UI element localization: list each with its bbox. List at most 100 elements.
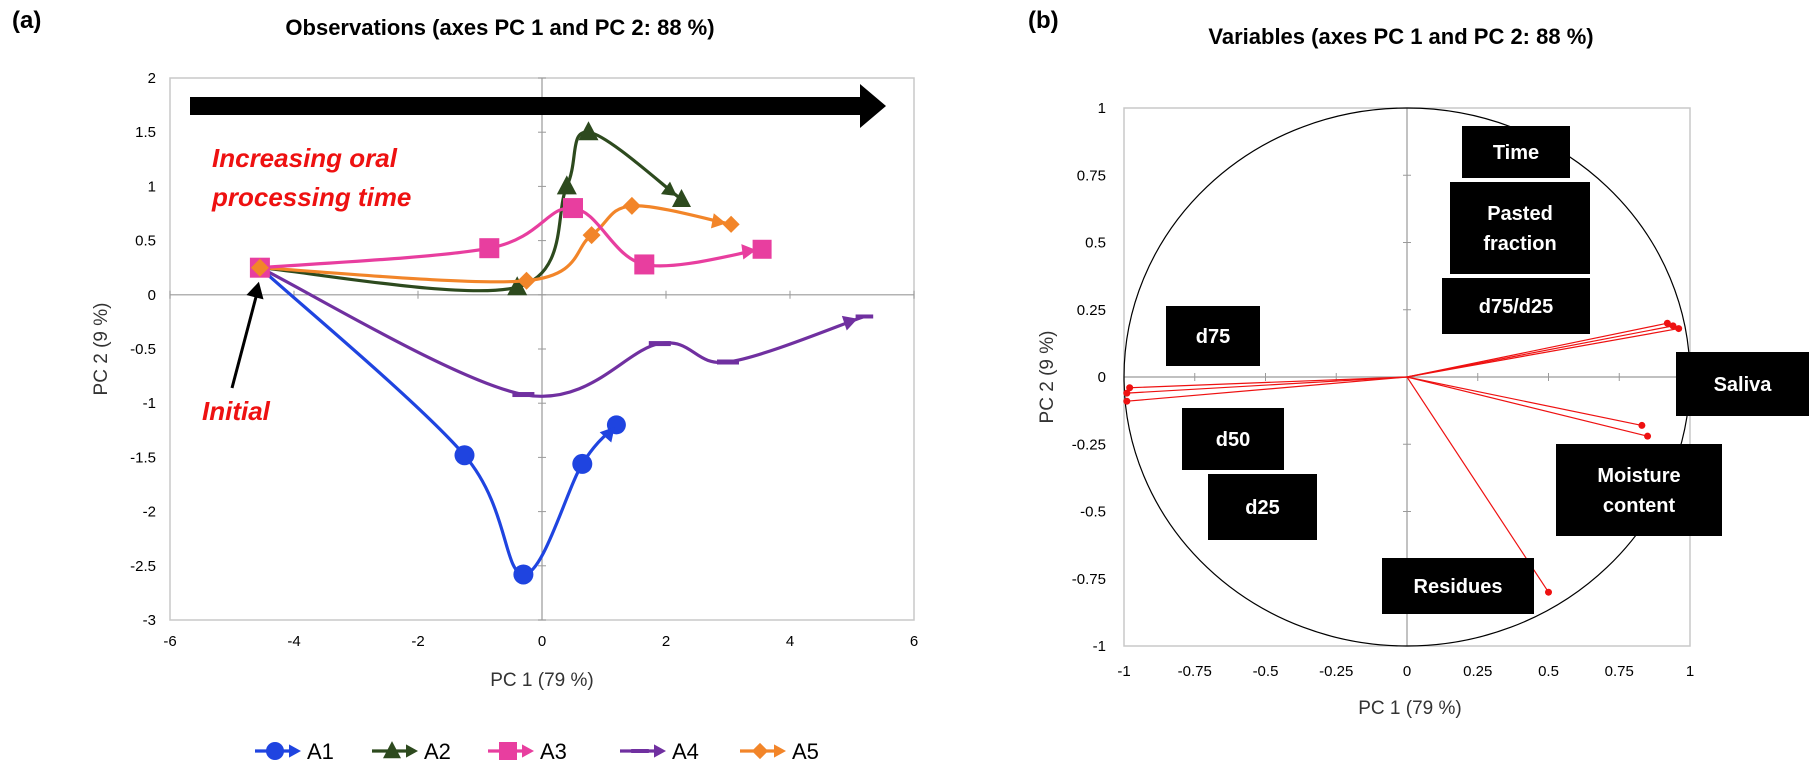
variable-label-box xyxy=(1182,408,1284,470)
panel-a-x-tick-label: -2 xyxy=(411,633,424,650)
variable-label-text: d75/d25 xyxy=(1479,296,1553,318)
legend-arrowhead xyxy=(654,744,666,758)
variable-label: Pasted fraction xyxy=(1450,182,1590,274)
series-a3-point xyxy=(634,254,655,275)
variable-vector xyxy=(1406,327,1679,378)
panel-b-label: (b) xyxy=(1028,7,1059,34)
series-a4-point xyxy=(648,341,671,347)
series-a3-line xyxy=(259,206,763,270)
initial-arrow-shaft xyxy=(230,289,260,389)
panel-b-x-tick-label: -0.5 xyxy=(1253,663,1279,680)
variable-vector xyxy=(1406,376,1550,593)
legend-marker xyxy=(499,742,517,760)
panel-b-y-tick-label: 0.75 xyxy=(1077,167,1106,184)
panel-a-x-tick-label: 6 xyxy=(910,633,918,650)
variable-label: Saliva xyxy=(1676,352,1809,416)
series-a2-point xyxy=(578,121,599,141)
variable-vector xyxy=(1406,376,1643,427)
variable-label: Time xyxy=(1462,126,1570,178)
legend-marker xyxy=(266,742,284,760)
panel-b-y-tick-label: 0.5 xyxy=(1085,235,1106,252)
legend-item-a5: A5 xyxy=(740,739,819,764)
series-a4 xyxy=(259,266,874,398)
initial-annotation: Initial xyxy=(202,396,271,426)
panel-a-label: (a) xyxy=(12,7,41,34)
variable-label-box xyxy=(1450,182,1590,274)
series-a1-point xyxy=(513,564,534,585)
panel-a-y-tick-label: 0 xyxy=(148,287,156,304)
variable-label-text: Residues xyxy=(1414,576,1503,598)
series-a3-point xyxy=(563,198,583,219)
panel-a-y-tick-label: -1.5 xyxy=(130,449,156,466)
legend-arrowhead xyxy=(406,744,418,758)
panel-b-y-tick-label: -0.5 xyxy=(1080,504,1106,521)
series-a1 xyxy=(258,266,626,585)
series-a2-point xyxy=(556,175,577,195)
panel-b-x-tick-label: -1 xyxy=(1117,663,1130,680)
series-a5-point xyxy=(622,196,641,215)
legend-label: A1 xyxy=(307,739,334,764)
series-a3-point xyxy=(479,238,500,259)
legend-label: A3 xyxy=(540,739,567,764)
series-a3 xyxy=(259,198,772,275)
variable-label: Moisture content xyxy=(1556,444,1722,536)
variable-label: Residues xyxy=(1382,558,1534,614)
series-a2 xyxy=(259,121,691,296)
big-time-arrow xyxy=(190,84,886,128)
series-a5 xyxy=(259,196,740,290)
legend-marker xyxy=(383,741,401,759)
panel-b-x-tick-label: -0.25 xyxy=(1319,663,1353,680)
variable-label: d50 xyxy=(1182,408,1284,470)
panel-b-y-tick-label: 1 xyxy=(1098,100,1106,117)
variable-vector-tip xyxy=(1675,325,1683,333)
series-a5-point xyxy=(582,226,601,245)
series-a3-arrowhead xyxy=(741,244,757,260)
variable-label-text: Saliva xyxy=(1714,374,1773,396)
legend-label: A5 xyxy=(792,739,819,764)
variable-label-box xyxy=(1462,126,1570,178)
series-a4-point xyxy=(855,314,874,319)
variable-label-box xyxy=(1208,474,1317,540)
variable-label-text: d25 xyxy=(1245,497,1279,519)
series-a3-point xyxy=(752,239,772,259)
series-a4-point xyxy=(512,392,535,398)
initial-point-a5 xyxy=(250,258,269,277)
arrow-annotation-line1: Increasing oral xyxy=(212,143,398,173)
series-a5-point xyxy=(517,271,536,290)
legend-item-a4: A4 xyxy=(620,739,699,764)
series-a2-point xyxy=(507,276,528,296)
series-a4-line xyxy=(259,266,865,398)
panel-b-y-tick-label: -1 xyxy=(1093,638,1106,655)
variable-vector-tip xyxy=(1545,588,1552,596)
panel-b-x-tick-label: 0 xyxy=(1403,663,1411,680)
variable-label-text: Pasted fraction xyxy=(1483,203,1556,255)
panel-a-y-tick-label: -2 xyxy=(143,504,156,521)
series-a2-arrowhead xyxy=(660,181,677,197)
variable-vector xyxy=(1406,325,1674,378)
panel-a-series xyxy=(249,121,874,585)
variable-label-box xyxy=(1166,306,1260,366)
arrow-annotation-line2: processing time xyxy=(211,182,411,212)
panel-b-x-tick-label: 0.25 xyxy=(1463,663,1492,680)
panel-a-x-tick-label: -4 xyxy=(287,633,300,650)
panel-b-vectors xyxy=(1123,319,1683,596)
panel-b-y-tick-label: 0 xyxy=(1098,369,1106,386)
legend-arrowhead xyxy=(522,744,534,758)
variable-label: d75/d25 xyxy=(1442,278,1590,334)
series-a1-point xyxy=(454,445,475,466)
legend-item-a3: A3 xyxy=(488,739,567,764)
legend-marker xyxy=(751,742,769,760)
variable-vector xyxy=(1126,376,1408,394)
panel-a-ticks: -6 -4 -2 0 2 4 6 -3 -2.5 -2 -1.5 -1 -0.5 0 0.5 1 1.5 2 xyxy=(130,70,918,650)
panel-a-x-tick-label: 4 xyxy=(786,633,794,650)
variable-vector-tip xyxy=(1126,384,1134,392)
variable-label-box xyxy=(1382,558,1534,614)
legend-arrowhead xyxy=(289,744,301,758)
legend-arrowhead xyxy=(774,744,786,758)
panel-b-y-tick-label: -0.25 xyxy=(1072,436,1106,453)
initial-arrow-head xyxy=(246,281,264,300)
series-a2-point xyxy=(672,188,691,208)
panel-a-x-tick-label: -6 xyxy=(163,633,176,650)
variable-vector-tip xyxy=(1123,397,1131,405)
